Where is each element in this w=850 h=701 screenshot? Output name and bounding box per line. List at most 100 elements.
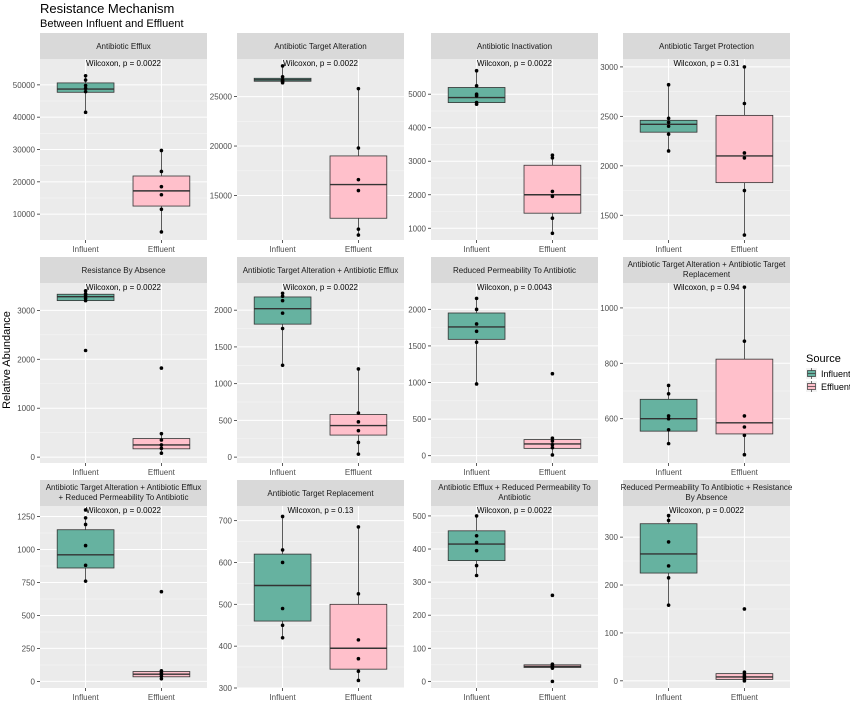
y-tick-label: 1500 xyxy=(408,342,426,351)
data-point xyxy=(666,518,671,523)
data-point xyxy=(550,216,555,221)
facet-panel: Resistance By Absence 0 1000 2000 3000 Influe… xyxy=(17,257,207,477)
data-point xyxy=(83,522,88,527)
data-point xyxy=(474,540,479,545)
data-point xyxy=(83,543,88,548)
data-point xyxy=(159,230,164,234)
data-point xyxy=(474,533,479,538)
data-point xyxy=(474,307,479,312)
data-point xyxy=(666,124,671,129)
data-point xyxy=(280,514,285,519)
y-tick-label: 2000 xyxy=(600,162,618,171)
legend-item-label: Influent xyxy=(821,369,850,379)
data-point xyxy=(83,89,88,94)
data-point xyxy=(159,451,164,456)
y-tick-label: 1000 xyxy=(17,404,35,413)
x-tick-label: Influent xyxy=(463,245,490,254)
data-point xyxy=(742,673,747,677)
data-point xyxy=(280,548,285,552)
wilcoxon-annotation: Wilcoxon, p = 0.0022 xyxy=(86,506,161,515)
x-tick-label: Effluent xyxy=(731,693,759,701)
y-tick-label: 2000 xyxy=(408,305,426,314)
data-point xyxy=(159,366,164,370)
y-tick-label: 30000 xyxy=(13,146,36,155)
data-point xyxy=(666,116,671,121)
data-point xyxy=(83,289,88,293)
data-point xyxy=(666,427,671,432)
data-point xyxy=(666,132,671,136)
x-tick-label: Influent xyxy=(72,693,99,701)
facet-strip-label: Antibiotic Efflux + Reduced Permeability… xyxy=(438,483,591,492)
facet-panel: Antibiotic Target Alteration + Antibioti… xyxy=(600,257,790,477)
legend-title: Source xyxy=(806,353,841,365)
y-tick-label: 40000 xyxy=(13,113,36,122)
facet-strip-label: Antibiotic Target Protection xyxy=(659,42,754,51)
data-point xyxy=(159,431,164,436)
data-point xyxy=(666,441,671,446)
y-tick-label: 300 xyxy=(219,684,233,693)
legend-item-label: Effluent xyxy=(821,382,850,392)
facet-strip-label: Antibiotic Efflux xyxy=(96,42,151,51)
box xyxy=(329,155,388,219)
y-tick-label: 500 xyxy=(219,416,233,425)
y-tick-label: 100 xyxy=(605,629,619,638)
y-tick-label: 1000 xyxy=(17,546,35,555)
data-point xyxy=(550,371,555,376)
data-point xyxy=(666,513,671,518)
data-point xyxy=(666,391,671,396)
y-tick-label: 5000 xyxy=(408,90,426,99)
y-tick-label: 10000 xyxy=(13,210,36,219)
facet-strip-label: By Absence xyxy=(685,493,728,502)
data-point xyxy=(666,414,671,418)
data-point xyxy=(742,670,747,674)
y-axis-label: Relative Abundance xyxy=(1,311,13,409)
data-point xyxy=(83,74,88,78)
data-point xyxy=(356,656,361,661)
x-tick-label: Influent xyxy=(72,468,99,477)
data-point xyxy=(83,516,88,520)
wilcoxon-annotation: Wilcoxon, p = 0.0022 xyxy=(283,283,358,292)
data-point xyxy=(280,635,285,640)
x-tick-label: Effluent xyxy=(148,245,176,254)
y-tick-label: 50000 xyxy=(13,81,36,90)
x-tick-label: Effluent xyxy=(345,468,373,477)
data-point xyxy=(742,339,747,343)
y-tick-label: 2500 xyxy=(600,112,618,121)
y-tick-label: 20000 xyxy=(13,178,36,187)
y-tick-label: 2000 xyxy=(214,306,232,315)
data-point xyxy=(550,593,555,598)
data-point xyxy=(356,452,361,456)
data-point xyxy=(83,508,88,512)
y-tick-label: 500 xyxy=(413,512,427,521)
data-point xyxy=(474,92,479,96)
data-point xyxy=(280,311,285,315)
data-point xyxy=(356,367,361,371)
y-tick-label: 25000 xyxy=(210,93,233,102)
data-point xyxy=(356,592,361,596)
y-tick-label: 2000 xyxy=(17,355,35,364)
x-tick-label: Influent xyxy=(269,693,296,701)
facet-strip-label: Replacement xyxy=(683,270,731,279)
wilcoxon-annotation: Wilcoxon, p = 0.0022 xyxy=(283,59,358,68)
x-tick-label: Influent xyxy=(655,693,682,701)
y-tick-label: 250 xyxy=(22,644,36,653)
y-tick-label: 700 xyxy=(219,517,233,526)
facet-panel: Antibiotic Efflux 10000 20000 30000 40000 500… xyxy=(13,33,207,254)
data-point xyxy=(356,420,361,424)
data-point xyxy=(474,322,479,326)
facet-strip-label: Antibiotic Inactivation xyxy=(477,42,552,51)
chart-subtitle: Between Influent and Effluent xyxy=(40,18,184,30)
y-tick-label: 500 xyxy=(413,415,427,424)
data-point xyxy=(83,579,88,583)
data-point xyxy=(356,233,361,237)
x-tick-label: Effluent xyxy=(539,693,567,701)
wilcoxon-annotation: Wilcoxon, p = 0.0043 xyxy=(477,283,552,292)
plot-background xyxy=(431,283,598,463)
data-point xyxy=(550,436,555,440)
facet-panel: Antibiotic Target Alteration + Antibioti… xyxy=(17,480,207,701)
data-point xyxy=(666,82,671,87)
box xyxy=(447,530,506,561)
facet-strip-label: Reduced Permeability To Antibiotic + Res… xyxy=(621,483,793,492)
data-point xyxy=(474,296,479,301)
